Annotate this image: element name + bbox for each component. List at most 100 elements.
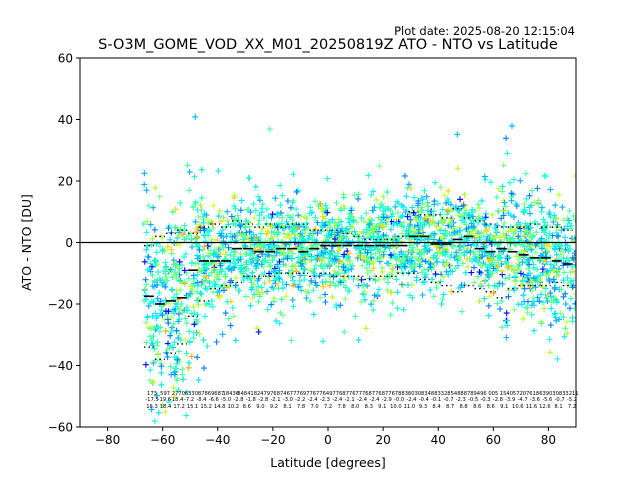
scatter-point <box>213 246 220 253</box>
scatter-point <box>346 250 353 257</box>
scatter-point <box>373 196 380 203</box>
scatter-point <box>383 221 390 228</box>
scatter-point <box>365 172 372 179</box>
scatter-point <box>182 336 189 343</box>
scatter-point <box>274 231 281 238</box>
scatter-point <box>236 287 243 294</box>
scatter-point <box>419 224 426 231</box>
scatter-point <box>271 254 278 260</box>
scatter-point <box>475 219 482 226</box>
scatter-point <box>447 220 453 227</box>
scatter-point <box>263 206 270 213</box>
scatter-point <box>562 325 569 332</box>
scatter-point <box>503 135 509 142</box>
scatter-point <box>149 340 156 347</box>
scatter-point <box>288 269 295 276</box>
scatter-point <box>243 293 249 300</box>
bin-count-label: 7776 <box>290 391 303 397</box>
scatter-point <box>500 212 507 219</box>
scatter-point <box>569 254 576 261</box>
scatter-point <box>362 256 369 263</box>
scatter-point <box>416 219 423 226</box>
scatter-point <box>482 261 489 268</box>
scatter-point <box>269 257 276 264</box>
scatter-point <box>544 222 551 228</box>
scatter-point <box>268 301 275 308</box>
bin-std-label: 7.8 <box>297 404 305 410</box>
scatter-point <box>184 162 191 169</box>
scatter-point <box>363 325 370 332</box>
scatter-point <box>150 333 157 339</box>
scatter-point <box>165 225 172 232</box>
scatter-point <box>439 233 446 240</box>
scatter-point <box>465 246 471 252</box>
scatter-point <box>252 207 259 214</box>
scatter-point <box>369 207 376 214</box>
scatter-point <box>249 269 256 276</box>
scatter-point <box>316 250 323 257</box>
scatter-point <box>511 306 518 313</box>
scatter-point <box>207 247 214 254</box>
scatter-point <box>407 185 414 191</box>
scatter-point <box>463 226 470 232</box>
scatter-point <box>376 204 383 211</box>
scatter-point <box>394 305 401 312</box>
scatter-point <box>254 325 261 332</box>
scatter-point <box>412 217 419 224</box>
scatter-point <box>448 206 455 213</box>
scatter-point <box>259 289 266 296</box>
scatter-point <box>266 263 273 270</box>
scatter-point <box>232 282 239 289</box>
scatter-point <box>222 271 229 277</box>
scatter-point <box>280 261 287 268</box>
scatter-point <box>324 175 331 182</box>
bin-mean-label: -0.3 <box>480 397 490 403</box>
scatter-point <box>505 254 512 261</box>
scatter-point <box>347 223 354 230</box>
scatter-point <box>289 216 296 223</box>
bin-count-label: 8348 <box>421 391 434 397</box>
bin-mean-label: -1.8 <box>246 397 256 403</box>
scatter-point <box>259 201 266 208</box>
x-axis-label: Latitude [degrees] <box>270 455 386 470</box>
scatter-point <box>196 221 203 228</box>
bin-std-label: 8.7 <box>446 404 454 410</box>
scatter-point <box>472 208 479 214</box>
scatter-point <box>375 214 382 221</box>
scatter-point <box>210 224 217 231</box>
scatter-point <box>253 233 260 240</box>
scatter-point <box>544 268 550 274</box>
scatter-point <box>255 275 262 282</box>
scatter-point <box>444 260 451 267</box>
scatter-point <box>558 251 564 258</box>
scatter-point <box>391 250 398 257</box>
scatter-point <box>554 355 561 362</box>
bin-count-label: 7764 <box>316 391 330 397</box>
scatter-point <box>431 236 437 243</box>
scatter-point <box>375 276 382 283</box>
scatter-point <box>323 232 330 239</box>
scatter-point <box>256 197 263 204</box>
bin-std-label: 15.2 <box>200 404 212 410</box>
scatter-point <box>219 331 226 338</box>
bin-mean-label: -18.4 <box>170 397 184 403</box>
scatter-point <box>341 251 348 258</box>
scatter-point <box>191 321 198 328</box>
scatter-point <box>224 298 231 305</box>
scatter-point <box>143 229 150 236</box>
scatter-point <box>188 236 195 243</box>
scatter-point <box>548 305 555 312</box>
scatter-point <box>254 242 261 249</box>
scatter-point <box>253 254 260 261</box>
scatter-point <box>349 224 356 231</box>
scatter-point <box>515 221 522 228</box>
scatter-point <box>220 214 227 221</box>
scatter-point <box>181 236 188 243</box>
bin-count-label: 8776 <box>382 391 395 397</box>
scatter-point <box>387 289 394 296</box>
scatter-point <box>384 218 390 225</box>
scatter-point <box>445 271 452 278</box>
y-tick-label: 20 <box>58 174 73 188</box>
scatter-point <box>558 286 565 293</box>
bin-mean-label: -3.9 <box>505 397 515 403</box>
